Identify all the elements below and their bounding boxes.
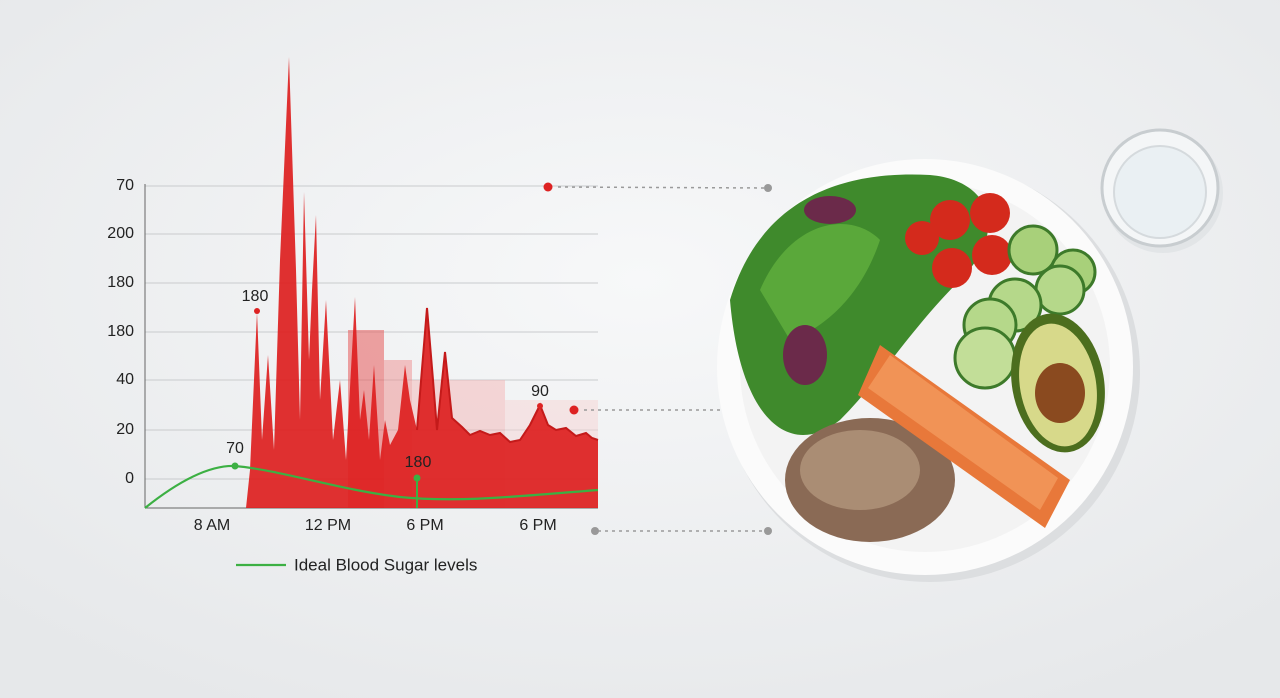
plate (717, 159, 1140, 582)
annotation: 70 (226, 440, 244, 457)
x-label: 6 PM (406, 517, 443, 534)
y-label: 180 (107, 274, 134, 291)
dot (569, 405, 579, 415)
connector (557, 186, 769, 189)
avocado-pit (1035, 363, 1085, 423)
greens (760, 224, 880, 340)
tomato (932, 248, 972, 288)
radicchio (783, 325, 827, 385)
glass (1100, 128, 1223, 253)
x-label: 6 PM (519, 517, 556, 534)
point (537, 403, 543, 409)
y-label: 20 (116, 421, 134, 438)
cucumber (1034, 264, 1086, 316)
quinoa (800, 430, 920, 510)
annotation: 180 (405, 454, 432, 471)
glucose-area (246, 57, 598, 508)
tomato (970, 193, 1010, 233)
x-label: 8 AM (194, 517, 230, 534)
tomato (972, 235, 1012, 275)
y-label: 40 (116, 371, 134, 388)
point (254, 308, 260, 314)
dot (764, 527, 772, 535)
cucumber (1007, 224, 1059, 276)
x-label: 12 PM (305, 517, 351, 534)
chart: 70 200 180 180 40 20 0 8 AM 12 PM 6 PM 6… (107, 57, 599, 574)
glucose-line (416, 307, 599, 444)
dot (764, 184, 772, 192)
y-label: 70 (116, 177, 134, 194)
glass-water (1113, 145, 1207, 239)
ideal-line (144, 464, 599, 509)
point (413, 474, 421, 482)
y-label: 180 (107, 323, 134, 340)
legend-label: Ideal Blood Sugar levels (294, 555, 477, 574)
point (231, 462, 239, 470)
y-label: 0 (125, 470, 134, 487)
tomato (905, 221, 939, 255)
cucumber (953, 326, 1017, 390)
annotation: 90 (531, 383, 549, 400)
radicchio (804, 196, 856, 224)
tomato (930, 200, 970, 240)
y-label: 200 (107, 225, 134, 242)
annotation: 180 (242, 288, 269, 305)
dot (543, 182, 553, 192)
salmon (868, 355, 1058, 510)
dot (591, 527, 599, 535)
